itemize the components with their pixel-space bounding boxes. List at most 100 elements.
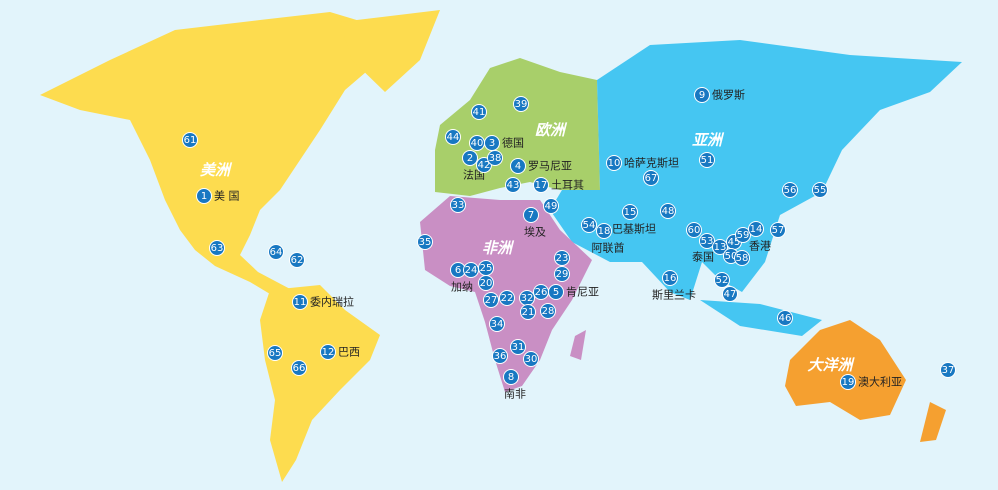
marker-number: 30 [525, 354, 538, 365]
asia [550, 40, 962, 300]
marker [499, 290, 515, 306]
marker-number: 42 [478, 160, 491, 171]
continent-label: 非洲 [482, 239, 515, 257]
marker-number: 27 [485, 295, 498, 306]
marker [699, 233, 715, 249]
marker [699, 152, 715, 168]
marker [489, 316, 505, 332]
marker-label: 泰国 [692, 250, 714, 264]
marker-number: 2 [467, 153, 473, 164]
marker-label: 香港 [749, 240, 771, 253]
marker-number: 23 [556, 253, 569, 264]
marker-label: 巴西 [338, 346, 360, 359]
marker [812, 182, 828, 198]
marker-number: 28 [542, 306, 555, 317]
marker [292, 294, 308, 310]
marker-number: 46 [779, 313, 792, 324]
marker [694, 87, 710, 103]
marker [722, 286, 738, 302]
marker-number: 52 [716, 275, 729, 286]
marker-number: 49 [545, 201, 558, 212]
marker-number: 62 [291, 255, 304, 266]
marker [523, 351, 539, 367]
marker [289, 252, 305, 268]
continent-label: 大洋洲 [807, 356, 855, 374]
marker-number: 22 [501, 293, 514, 304]
marker [734, 250, 750, 266]
continent-label: 亚洲 [692, 131, 725, 149]
marker [445, 129, 461, 145]
marker-number: 38 [489, 153, 502, 164]
marker [540, 303, 556, 319]
marker-number: 10 [608, 158, 621, 169]
marker-number: 67 [645, 173, 658, 184]
marker-number: 17 [535, 180, 548, 191]
marker-number: 57 [772, 225, 785, 236]
marker [209, 240, 225, 256]
marker [712, 239, 728, 255]
marker-number: 19 [842, 377, 855, 388]
continent-label: 美洲 [200, 161, 233, 179]
marker [606, 155, 622, 171]
marker-number: 63 [211, 243, 224, 254]
marker [478, 275, 494, 291]
marker-label: 南非 [504, 388, 526, 401]
marker-number: 56 [784, 185, 797, 196]
marker-number: 5 [553, 287, 559, 298]
marker-number: 45 [728, 237, 741, 248]
marker [777, 310, 793, 326]
marker-label: 土耳其 [551, 179, 584, 192]
marker-number: 21 [522, 307, 535, 318]
marker [714, 272, 730, 288]
marker-number: 43 [507, 180, 520, 191]
marker-number: 15 [624, 207, 637, 218]
marker [291, 360, 307, 376]
marker [596, 223, 612, 239]
marker-label: 阿联酋 [592, 241, 625, 255]
marker [196, 188, 212, 204]
marker-number: 55 [814, 185, 827, 196]
marker [267, 345, 283, 361]
marker-number: 60 [688, 225, 701, 236]
marker-label: 俄罗斯 [712, 89, 745, 102]
marker-label: 美 国 [214, 190, 240, 203]
marker [503, 369, 519, 385]
marker [643, 170, 659, 186]
marker [533, 284, 549, 300]
marker-number: 4 [515, 161, 521, 172]
marker [513, 96, 529, 112]
marker-number: 33 [452, 200, 465, 211]
marker-number: 58 [736, 253, 749, 264]
marker-number: 65 [269, 348, 282, 359]
marker-number: 50 [725, 251, 738, 262]
marker [622, 204, 638, 220]
marker-number: 31 [512, 342, 525, 353]
marker-label: 委内瑞拉 [310, 295, 354, 309]
marker [483, 292, 499, 308]
marker-number: 41 [473, 107, 486, 118]
marker [660, 203, 676, 219]
marker-number: 18 [598, 226, 611, 237]
marker-number: 6 [455, 265, 461, 276]
marker [520, 304, 536, 320]
marker [450, 197, 466, 213]
marker [320, 344, 336, 360]
marker-number: 40 [471, 138, 484, 149]
marker [484, 135, 500, 151]
marker-label: 肯尼亚 [566, 286, 599, 299]
marker [182, 132, 198, 148]
marker [492, 348, 508, 364]
marker-number: 48 [662, 206, 675, 217]
marker-number: 16 [664, 273, 677, 284]
marker [533, 177, 549, 193]
marker-number: 59 [737, 230, 750, 241]
marker [462, 150, 478, 166]
marker [735, 227, 751, 243]
marker-number: 12 [322, 347, 335, 358]
australia [785, 320, 906, 420]
marker [554, 250, 570, 266]
marker [581, 217, 597, 233]
marker [554, 266, 570, 282]
marker-number: 3 [489, 138, 495, 149]
